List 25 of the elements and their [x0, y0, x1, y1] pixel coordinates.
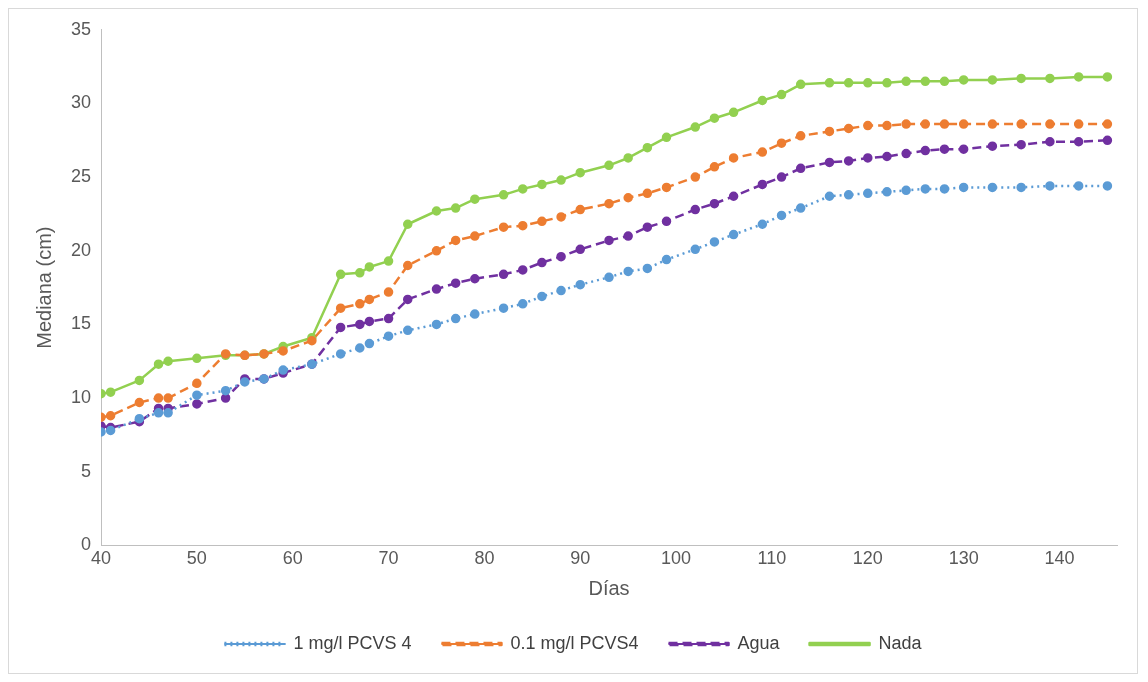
x-axis-title: Días: [588, 576, 630, 599]
x-tick-label: 90: [570, 548, 591, 569]
y-tick-label: 10: [70, 387, 92, 408]
y-tick-label: 30: [70, 92, 92, 113]
legend-label: Agua: [737, 632, 781, 653]
legend-label: 0.1 mg/l PCVS4: [510, 632, 639, 653]
y-tick-label: 15: [70, 313, 92, 334]
x-tick-label: 140: [1044, 548, 1075, 569]
y-tick-label: 0: [81, 534, 92, 555]
y-tick-label: 35: [70, 18, 92, 39]
x-tick-label: 100: [661, 548, 692, 569]
y-tick-label: 25: [70, 166, 92, 187]
x-tick-label: 110: [757, 548, 787, 569]
x-tick-label: 80: [474, 548, 495, 569]
x-tick-label: 70: [378, 548, 399, 569]
x-tick-label: 50: [186, 548, 207, 569]
x-tick-label: 130: [948, 548, 979, 569]
y-axis-title: Mediana (cm): [32, 226, 55, 349]
x-tick-label: 120: [852, 548, 883, 569]
legend-label: Nada: [878, 632, 923, 653]
x-tick-label: 40: [91, 548, 112, 569]
y-tick-label: 20: [70, 239, 92, 260]
x-tick-label: 60: [282, 548, 303, 569]
legend-label: 1 mg/l PCVS 4: [293, 632, 412, 653]
y-tick-label: 5: [81, 460, 92, 481]
